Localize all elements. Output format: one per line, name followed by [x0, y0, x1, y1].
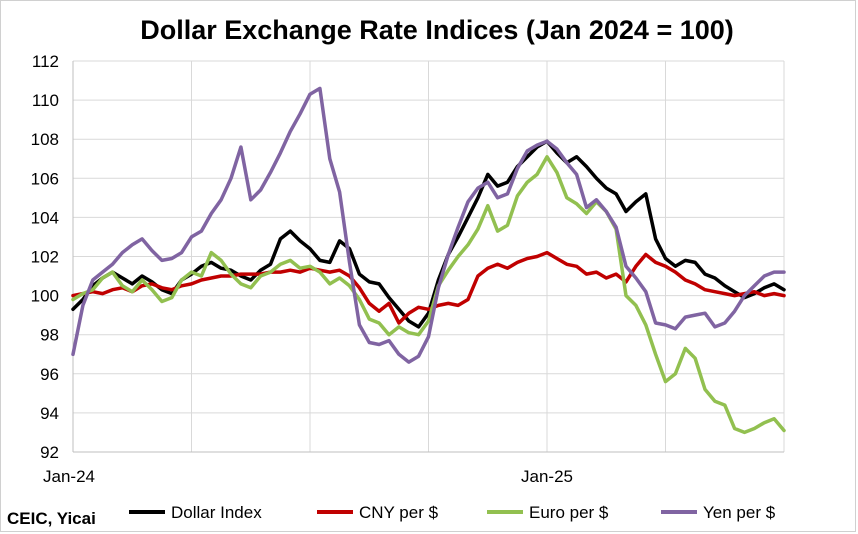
- legend-label-dollar-index: Dollar Index: [171, 503, 262, 522]
- y-tick-label-106: 106: [31, 169, 59, 188]
- y-tick-label-94: 94: [40, 404, 59, 423]
- y-tick-label-102: 102: [31, 248, 59, 267]
- y-tick-label-92: 92: [40, 443, 59, 462]
- legend-label-euro-per-: Euro per $: [529, 503, 609, 522]
- y-tick-label-100: 100: [31, 287, 59, 306]
- y-tick-label-110: 110: [32, 91, 59, 110]
- gridlines: [72, 60, 785, 453]
- x-tick-label-Jan-25: Jan-25: [521, 467, 573, 486]
- y-tick-label-104: 104: [31, 208, 59, 227]
- y-tick-label-98: 98: [40, 326, 59, 345]
- series-lines: [71, 86, 786, 435]
- y-tick-label-108: 108: [31, 130, 59, 149]
- chart-title: Dollar Exchange Rate Indices (Jan 2024 =…: [140, 15, 734, 45]
- legend: Dollar Index CNY per $ Euro per $ Yen per $: [129, 503, 776, 522]
- legend-label-cny-per-: CNY per $: [359, 503, 439, 522]
- y-tick-label-96: 96: [40, 365, 59, 384]
- axes: 92 94 96 98 100 102 104 106 108 110 112 Jan-24 Jan-2…: [31, 52, 784, 486]
- x-tick-label-Jan-24: Jan-24: [43, 467, 95, 486]
- source-note: CEIC, Yicai: [7, 509, 96, 528]
- series-line-yen-per-: [71, 86, 786, 364]
- series-line-cny-per-: [71, 250, 786, 325]
- series-line-euro-per-: [71, 155, 786, 435]
- y-tick-label-112: 112: [32, 52, 59, 71]
- legend-label-yen-per-: Yen per $: [703, 503, 776, 522]
